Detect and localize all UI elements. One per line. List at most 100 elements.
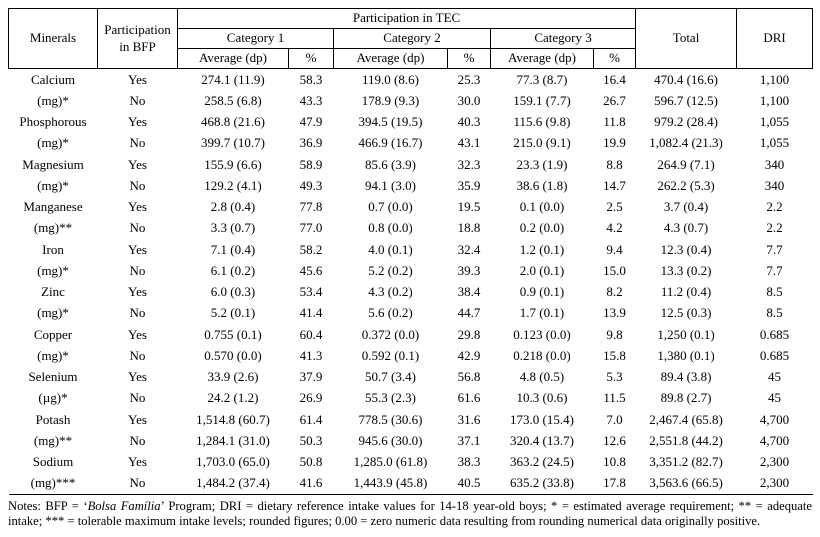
cell-c1_avg: 258.5 (6.8): [204, 92, 262, 108]
cell-c1_avg: 129.2 (4.1): [204, 177, 262, 193]
cell-c3_pct: 13.9: [603, 305, 626, 321]
cell-c3_pct: 8.2: [606, 284, 623, 300]
cell-c1_avg: 155.9 (6.6): [204, 156, 262, 172]
cell-mineral: (µg)*: [38, 390, 68, 406]
cell-dri: 0.685: [759, 326, 790, 342]
cell-c2_pct: 38.3: [457, 454, 481, 470]
cell-bfp: No: [129, 177, 146, 193]
cell-c2_pct: 30.0: [457, 92, 481, 108]
cell-c1_pct: 77.8: [299, 199, 323, 215]
cell-c2_pct: 31.6: [457, 411, 481, 427]
cell-c1_avg: 3.3 (0.7): [210, 220, 256, 236]
table-row: (mg)* No 5.2 (0.1) 41.4 5.6 (0.2) 44.7 1.7 (0.…: [9, 303, 813, 324]
cell-dri: 1,100: [759, 71, 790, 87]
cell-c1_avg: 1,484.2 (37.4): [196, 475, 270, 491]
cell-c3_pct: 15.0: [603, 262, 626, 278]
cell-c2_avg: 1,443.9 (45.8): [353, 475, 428, 491]
cell-c2_pct: 32.3: [457, 156, 481, 172]
cell-c2_pct: 43.1: [457, 135, 481, 151]
cell-bfp: Yes: [128, 369, 147, 385]
cell-mineral: (mg)*: [37, 92, 69, 108]
cell-bfp: Yes: [128, 284, 147, 300]
table-body: Calcium Yes 274.1 (11.9) 58.3 119.0 (8.6) 25.…: [8, 69, 813, 495]
cell-c2_avg: 778.5 (30.6): [358, 411, 423, 427]
cell-c2_pct: 29.8: [457, 326, 481, 342]
cell-dri: 7.7: [766, 241, 783, 257]
header-minerals: Minerals: [8, 8, 98, 69]
cell-mineral: Selenium: [28, 369, 78, 385]
header-row-sub: Average (dp) % Average (dp) % Average (d…: [9, 48, 813, 69]
cell-c2_pct: 44.7: [457, 305, 481, 321]
cell-c1_pct: 41.3: [299, 347, 323, 363]
cell-c2_pct: 32.4: [457, 241, 481, 257]
cell-c2_pct: 39.3: [457, 262, 481, 278]
cell-c2_pct: 40.5: [457, 475, 481, 491]
cell-total: 2,467.4 (65.8): [649, 411, 723, 427]
cell-dri: 4,700: [759, 411, 790, 427]
notes-program-name: Bolsa Família: [87, 499, 161, 513]
cell-c2_avg: 4.0 (0.1): [368, 241, 413, 257]
cell-total: 12.3 (0.4): [660, 241, 712, 257]
cell-c3_pct: 7.0: [606, 411, 623, 427]
cell-total: 3,351.2 (82.7): [649, 454, 723, 470]
table-row: Calcium Yes 274.1 (11.9) 58.3 119.0 (8.6) 25.…: [9, 69, 813, 91]
cell-c1_avg: 33.9 (2.6): [207, 369, 259, 385]
table-row: Zinc Yes 6.0 (0.3) 53.4 4.3 (0.2) 38.4 0.9 (0.…: [9, 282, 813, 303]
cell-c3_pct: 2.5: [606, 199, 623, 215]
cell-mineral: (mg)*: [37, 347, 69, 363]
cell-c2_avg: 94.1 (3.0): [365, 177, 416, 193]
header-bfp: Participation in BFP: [97, 8, 178, 69]
cell-c1_avg: 24.2 (1.2): [207, 390, 259, 406]
cell-total: 89.4 (3.8): [660, 369, 712, 385]
table-row: (µg)* No 24.2 (1.2) 26.9 55.3 (2.3) 61.6 10.3 …: [9, 388, 813, 409]
cell-c2_avg: 945.6 (30.0): [358, 432, 423, 448]
cell-mineral: (mg)*: [37, 135, 69, 151]
minerals-table: Minerals Participation in BFP Participat…: [8, 8, 814, 495]
cell-bfp: Yes: [128, 241, 147, 257]
cell-c2_pct: 18.8: [457, 220, 481, 236]
cell-c1_avg: 5.2 (0.1): [210, 305, 256, 321]
table-row: Iron Yes 7.1 (0.4) 58.2 4.0 (0.1) 32.4 1.2 (0.…: [9, 239, 813, 260]
cell-bfp: No: [129, 135, 146, 151]
cell-c2_pct: 40.3: [457, 114, 481, 130]
cell-c3_avg: 10.3 (0.6): [516, 390, 568, 406]
cell-c3_pct: 16.4: [603, 71, 626, 87]
cell-total: 89.8 (2.7): [660, 390, 712, 406]
cell-c1_pct: 41.6: [299, 475, 323, 491]
cell-c2_pct: 25.3: [457, 71, 481, 87]
table-row: Potash Yes 1,514.8 (60.7) 61.4 778.5 (30.6) 3…: [9, 409, 813, 430]
cell-c1_pct: 77.0: [299, 220, 323, 236]
cell-c1_pct: 45.6: [299, 262, 323, 278]
cell-mineral: Copper: [33, 326, 73, 342]
cell-c3_avg: 173.0 (15.4): [510, 411, 574, 427]
cell-c1_avg: 0.570 (0.0): [204, 347, 262, 363]
cell-total: 596.7 (12.5): [654, 92, 718, 108]
header-c1-average: Average (dp): [177, 48, 289, 69]
cell-c1_avg: 2.8 (0.4): [210, 199, 256, 215]
cell-total: 1,082.4 (21.3): [649, 135, 723, 151]
cell-c3_avg: 320.4 (13.7): [510, 432, 574, 448]
header-c3-percent: %: [592, 48, 637, 69]
table-row: (mg)* No 399.7 (10.7) 36.9 466.9 (16.7) 43.1 2…: [9, 133, 813, 154]
cell-c3_pct: 17.8: [603, 475, 626, 491]
cell-bfp: Yes: [128, 411, 147, 427]
cell-c1_pct: 58.2: [299, 241, 323, 257]
cell-mineral: Iron: [42, 241, 64, 257]
cell-c3_pct: 9.8: [606, 326, 623, 342]
cell-c3_pct: 11.8: [603, 114, 626, 130]
cell-c1_pct: 49.3: [299, 177, 323, 193]
header-category-2: Category 2: [333, 28, 491, 49]
cell-c2_avg: 1,285.0 (61.8): [353, 454, 428, 470]
cell-c2_avg: 5.2 (0.2): [368, 262, 413, 278]
cell-c2_pct: 37.1: [457, 432, 481, 448]
cell-bfp: Yes: [128, 156, 147, 172]
cell-bfp: Yes: [128, 454, 147, 470]
cell-c3_avg: 23.3 (1.9): [516, 156, 568, 172]
table-row: (mg)* No 129.2 (4.1) 49.3 94.1 (3.0) 35.9 38.6…: [9, 175, 813, 196]
cell-bfp: No: [129, 390, 146, 406]
cell-c3_pct: 10.8: [603, 454, 626, 470]
cell-total: 1,380 (0.1): [657, 347, 715, 363]
cell-bfp: No: [129, 262, 146, 278]
cell-total: 470.4 (16.6): [654, 71, 718, 87]
header-total: Total: [635, 8, 738, 69]
